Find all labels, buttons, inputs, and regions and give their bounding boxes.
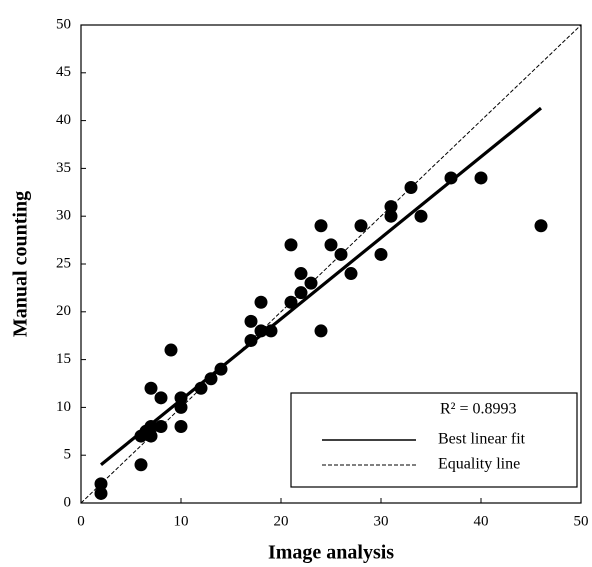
data-point (374, 247, 388, 261)
x-tick-label: 50 (574, 513, 589, 529)
x-axis-title: Image analysis (268, 542, 394, 564)
x-tick-label: 40 (474, 513, 489, 529)
x-tick-label: 0 (77, 513, 85, 529)
data-point (294, 267, 308, 281)
data-point (194, 381, 208, 395)
x-tick-label: 20 (274, 513, 289, 529)
x-tick-label: 10 (174, 513, 189, 529)
data-point (204, 372, 218, 386)
y-tick-label: 30 (56, 208, 71, 224)
y-tick-label: 10 (56, 399, 71, 415)
legend-label: Best linear fit (438, 431, 526, 448)
data-point (534, 219, 548, 233)
data-point (344, 267, 358, 281)
y-tick-label: 20 (56, 303, 71, 319)
x-tick-label: 30 (374, 513, 389, 529)
data-point (354, 219, 368, 233)
y-tick-label: 25 (56, 255, 71, 271)
fit-line (99, 106, 543, 467)
y-axis-title: Manual counting (10, 191, 32, 337)
y-tick-label: 35 (56, 160, 71, 176)
data-point (284, 238, 298, 252)
annotation: R² = 0.8993 (440, 401, 517, 418)
data-point (404, 181, 418, 195)
data-point (414, 209, 428, 223)
data-point (264, 324, 278, 338)
data-point (174, 391, 188, 405)
data-point (474, 171, 488, 185)
data-point (314, 219, 328, 233)
data-point (384, 200, 398, 214)
data-point (284, 295, 298, 309)
data-point (444, 171, 458, 185)
data-point (134, 458, 148, 472)
y-tick-label: 40 (56, 112, 71, 128)
data-point (254, 324, 268, 338)
legend-label: Equality line (438, 456, 520, 473)
data-point (214, 362, 228, 376)
y-tick-label: 15 (56, 351, 71, 367)
y-tick-label: 50 (56, 16, 71, 32)
data-point (244, 314, 258, 328)
data-point (254, 295, 268, 309)
data-point (384, 209, 398, 223)
y-tick-label: 5 (64, 447, 72, 463)
y-tick-label: 45 (56, 64, 71, 80)
data-point (174, 420, 188, 434)
data-point (244, 333, 258, 347)
data-point (94, 486, 108, 500)
data-point (154, 391, 168, 405)
data-point (144, 420, 158, 434)
data-point (94, 477, 108, 491)
data-point (144, 381, 158, 395)
data-point (334, 247, 348, 261)
data-point (154, 420, 168, 434)
data-point (144, 429, 158, 443)
y-tick-label: 0 (64, 494, 72, 510)
data-point (164, 343, 178, 357)
data-point (314, 324, 328, 338)
legend-box (290, 392, 578, 488)
data-point (324, 238, 338, 252)
data-point (174, 400, 188, 414)
data-point (304, 276, 318, 290)
data-point (294, 286, 308, 300)
